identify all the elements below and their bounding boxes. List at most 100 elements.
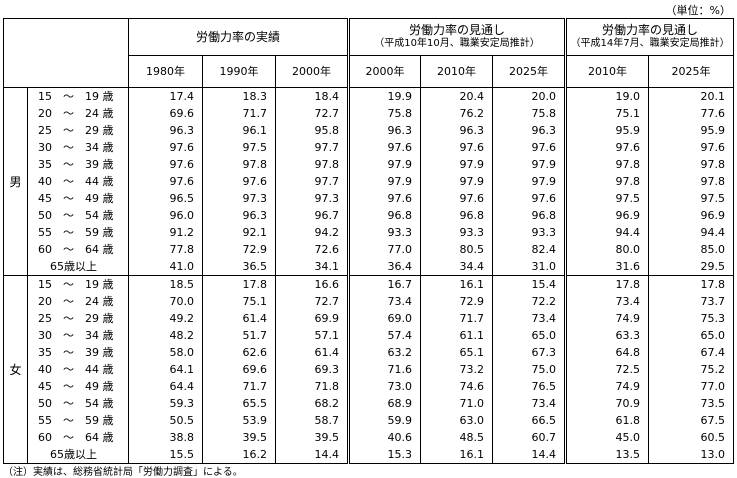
note: （注）実績は、総務省統計局「労働力調査」による。 — [3, 467, 243, 478]
value-cell: 73.0 — [347, 378, 421, 395]
value-cell: 96.8 — [347, 207, 421, 224]
value-cell: 93.3 — [347, 224, 421, 241]
value-cell: 51.7 — [202, 327, 276, 344]
value-cell: 97.6 — [128, 139, 203, 156]
value-cell: 14.4 — [275, 446, 349, 464]
data-row: 40 ～ 44 歳 97.6 97.6 97.7 97.9 97.9 97.9 97.8 97.… — [4, 173, 735, 190]
value-cell: 65.1 — [420, 344, 493, 361]
value-cell: 48.2 — [128, 327, 203, 344]
value-cell: 72.5 — [564, 361, 650, 378]
year-header: 2025年 — [491, 55, 567, 88]
value-cell: 97.5 — [648, 190, 735, 207]
value-cell: 16.2 — [202, 446, 276, 464]
value-cell: 80.5 — [420, 241, 493, 258]
value-cell: 71.7 — [202, 378, 276, 395]
data-row: 35 ～ 39 歳 97.6 97.8 97.8 97.9 97.9 97.9 97.8 97.… — [4, 156, 735, 173]
value-cell: 15.4 — [491, 275, 567, 293]
value-cell: 19.9 — [347, 87, 421, 105]
value-cell: 20.4 — [420, 87, 493, 105]
value-cell: 16.1 — [420, 446, 493, 464]
value-cell: 85.0 — [648, 241, 735, 258]
age-label: 60 ～ 64 歳 — [27, 241, 129, 258]
value-cell: 75.1 — [564, 105, 650, 122]
year-header: 2025年 — [648, 55, 735, 88]
age-label: 35 ～ 39 歳 — [27, 156, 129, 173]
data-row: 55 ～ 59 歳 50.5 53.9 58.7 59.9 63.0 66.5 61.8 67.… — [4, 412, 735, 429]
age-label: 60 ～ 64 歳 — [27, 429, 129, 446]
data-row: 65歳以上 41.0 36.5 34.1 36.4 34.4 31.0 31.6 29.5 — [4, 258, 735, 276]
value-cell: 19.0 — [564, 87, 650, 105]
value-cell: 96.9 — [564, 207, 650, 224]
value-cell: 97.8 — [564, 173, 650, 190]
value-cell: 73.2 — [420, 361, 493, 378]
value-cell: 61.8 — [564, 412, 650, 429]
value-cell: 97.3 — [275, 190, 349, 207]
value-cell: 17.8 — [564, 275, 650, 293]
value-cell: 97.6 — [420, 139, 493, 156]
value-cell: 77.6 — [648, 105, 735, 122]
value-cell: 96.9 — [648, 207, 735, 224]
age-label: 30 ～ 34 歳 — [27, 139, 129, 156]
age-label: 45 ～ 49 歳 — [27, 190, 129, 207]
year-header: 1980年 — [128, 55, 203, 88]
value-cell: 73.4 — [491, 395, 567, 412]
value-cell: 70.0 — [128, 293, 203, 310]
value-cell: 34.4 — [420, 258, 493, 276]
value-cell: 97.6 — [564, 139, 650, 156]
data-row: 45 ～ 49 歳 96.5 97.3 97.3 97.6 97.6 97.6 97.5 97.… — [4, 190, 735, 207]
value-cell: 61.4 — [275, 344, 349, 361]
value-cell: 18.4 — [275, 87, 349, 105]
value-cell: 65.0 — [648, 327, 735, 344]
value-cell: 17.4 — [128, 87, 203, 105]
value-cell: 73.5 — [648, 395, 735, 412]
value-cell: 80.0 — [564, 241, 650, 258]
value-cell: 58.0 — [128, 344, 203, 361]
data-row: 20 ～ 24 歳 69.6 71.7 72.7 75.8 76.2 75.8 75.1 77.… — [4, 105, 735, 122]
value-cell: 69.6 — [202, 361, 276, 378]
value-cell: 97.9 — [347, 156, 421, 173]
data-row: 男 15 ～ 19 歳 17.4 18.3 18.4 19.9 20.4 20.0 19.0 20… — [3, 87, 735, 276]
value-cell: 36.5 — [202, 258, 276, 276]
value-cell: 20.0 — [491, 87, 567, 105]
value-cell: 97.9 — [491, 173, 567, 190]
data-row: 60 ～ 64 歳 77.8 72.9 72.6 77.0 80.5 82.4 80.0 85.… — [4, 241, 735, 258]
value-cell: 40.6 — [347, 429, 421, 446]
age-label: 15 ～ 19 歳 — [27, 275, 129, 293]
value-cell: 97.6 — [202, 173, 276, 190]
value-cell: 69.0 — [347, 310, 421, 327]
data-row: 55 ～ 59 歳 91.2 92.1 94.2 93.3 93.3 93.3 94.4 94.… — [4, 224, 735, 241]
sex-label: 男 — [3, 87, 28, 276]
value-cell: 67.3 — [491, 344, 567, 361]
value-cell: 34.1 — [275, 258, 349, 276]
age-label: 50 ～ 54 歳 — [27, 395, 129, 412]
value-cell: 57.4 — [347, 327, 421, 344]
value-cell: 72.7 — [275, 105, 349, 122]
value-cell: 96.3 — [420, 122, 493, 139]
value-cell: 96.3 — [491, 122, 567, 139]
age-label: 50 ～ 54 歳 — [27, 207, 129, 224]
value-cell: 16.1 — [420, 275, 493, 293]
value-cell: 73.4 — [491, 310, 567, 327]
value-cell: 18.5 — [128, 275, 203, 293]
value-cell: 67.4 — [648, 344, 735, 361]
age-label: 15 ～ 19 歳 — [27, 87, 129, 105]
value-cell: 97.6 — [128, 156, 203, 173]
value-cell: 97.8 — [202, 156, 276, 173]
value-cell: 73.7 — [648, 293, 735, 310]
value-cell: 65.0 — [491, 327, 567, 344]
value-cell: 92.1 — [202, 224, 276, 241]
value-cell: 76.5 — [491, 378, 567, 395]
value-cell: 97.9 — [420, 156, 493, 173]
value-cell: 15.5 — [128, 446, 203, 464]
value-cell: 97.6 — [648, 139, 735, 156]
value-cell: 97.9 — [420, 173, 493, 190]
value-cell: 97.6 — [347, 190, 421, 207]
value-cell: 96.3 — [202, 207, 276, 224]
age-label: 40 ～ 44 歳 — [27, 173, 129, 190]
group-title: 労働力率の実績 — [195, 30, 280, 44]
value-cell: 53.9 — [202, 412, 276, 429]
value-cell: 96.7 — [275, 207, 349, 224]
value-cell: 72.2 — [491, 293, 567, 310]
value-cell: 61.4 — [202, 310, 276, 327]
value-cell: 97.6 — [420, 190, 493, 207]
